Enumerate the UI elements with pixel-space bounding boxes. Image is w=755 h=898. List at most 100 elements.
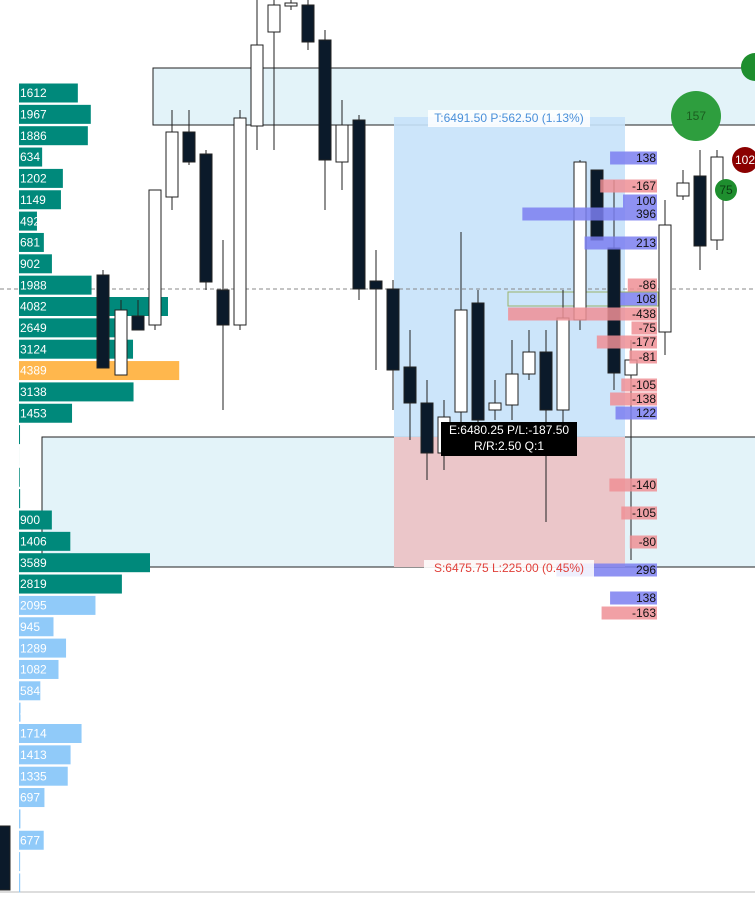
candle-body	[114, 309, 128, 376]
volume-label: 1202	[20, 172, 47, 186]
candle-body	[301, 4, 315, 43]
volume-label: 28	[20, 428, 34, 442]
candle-body	[165, 131, 179, 198]
flow-bar	[615, 406, 657, 420]
candles	[0, 0, 724, 891]
flow-label: 100	[636, 194, 656, 208]
volume-label: 634	[20, 150, 40, 164]
candle-body	[352, 119, 366, 290]
candle-body	[454, 309, 468, 413]
flow-label: 396	[636, 207, 656, 221]
flow-label: -80	[639, 535, 657, 549]
candle-body	[250, 44, 264, 127]
volume-bar	[19, 788, 45, 808]
volume-label: 31	[20, 855, 34, 869]
candle-body	[233, 117, 247, 326]
flow-bar	[623, 194, 657, 208]
flow-bar	[609, 478, 657, 492]
candle-body	[199, 153, 213, 283]
volume-bar	[19, 275, 92, 295]
flow-bar	[610, 591, 657, 605]
bubble	[715, 179, 737, 201]
volume-bar	[19, 553, 150, 573]
candle-body	[658, 224, 672, 333]
volume-label: 2649	[20, 321, 47, 335]
candle-body	[182, 131, 196, 163]
volume-profile: 1612 1967 1886 634 1202 1149 492 681 902 1988 4082…	[19, 83, 180, 893]
volume-label: 492	[20, 214, 40, 228]
volume-label: 1406	[20, 535, 47, 549]
entry-label: E:6480.25 P/L:-187.50	[449, 423, 569, 437]
trade-stop-area	[394, 437, 625, 567]
candle-body	[0, 825, 11, 891]
volume-bar	[19, 489, 21, 509]
flow-bar	[596, 335, 657, 349]
volume-bar	[19, 425, 21, 445]
volume-bar	[19, 617, 54, 637]
volume-bar	[19, 403, 73, 423]
volume-label: 39	[20, 812, 34, 826]
volume-label: 945	[20, 620, 40, 634]
flow-bar	[610, 151, 657, 165]
volume-label: 2095	[20, 599, 47, 613]
flow-bar	[621, 506, 657, 520]
volume-bar	[19, 873, 21, 893]
flow-bar	[508, 307, 657, 321]
volume-label: 681	[20, 236, 40, 250]
volume-bar	[19, 531, 71, 551]
ratio-label: R/R:2.50 Q:1	[474, 439, 544, 453]
bubble	[671, 91, 721, 141]
flow-label: -105	[632, 506, 656, 520]
volume-label: 1289	[20, 641, 47, 655]
flow-bar	[629, 350, 657, 364]
flow-label: -163	[632, 606, 656, 620]
volume-label: 900	[20, 513, 40, 527]
volume-label: 20	[20, 470, 34, 484]
volume-label: 1886	[20, 129, 47, 143]
candle-body	[556, 317, 570, 411]
volume-label: 33	[20, 876, 34, 890]
bubbles: 157 75 102	[671, 53, 755, 201]
candle-body	[267, 4, 281, 33]
volume-bar	[19, 104, 91, 124]
flow-label: -75	[639, 321, 657, 335]
volume-label: 902	[20, 257, 40, 271]
trade-labels: T:6491.50 P:562.50 (1.13%) E:6480.25 P/L…	[424, 110, 594, 577]
candle-body	[284, 2, 298, 7]
volume-bar	[19, 254, 52, 274]
bubble-label: 75	[719, 183, 733, 197]
volume-label: 1453	[20, 406, 47, 420]
candle-body	[522, 351, 536, 375]
volume-bar	[19, 382, 134, 402]
volume-bar	[19, 467, 20, 487]
flow-label: 296	[636, 563, 656, 577]
volume-label: 1149	[20, 193, 46, 207]
volume-label: 4082	[20, 300, 47, 314]
volume-label: 1988	[20, 278, 47, 292]
volume-label: 1714	[20, 727, 47, 741]
flow-label: -167	[632, 179, 656, 193]
volume-bar	[19, 766, 68, 786]
volume-bar	[19, 211, 37, 231]
candle-body	[216, 289, 230, 326]
volume-label: 3124	[20, 342, 47, 356]
candle-body	[676, 182, 690, 197]
volume-bar	[19, 510, 52, 530]
volume-bar	[19, 659, 59, 679]
candle-body	[403, 366, 417, 404]
volume-label: 31	[20, 492, 34, 506]
volume-bar	[19, 574, 122, 594]
candle-body	[96, 274, 110, 369]
flow-label: -81	[639, 350, 657, 364]
volume-bar	[19, 638, 67, 658]
flow-label: -177	[632, 335, 656, 349]
flow-label: 138	[636, 151, 656, 165]
volume-label: 1612	[20, 86, 47, 100]
volume-label: 677	[20, 833, 40, 847]
flow-label: -438	[632, 307, 656, 321]
candle-body	[488, 402, 502, 411]
volume-label: 1082	[20, 663, 47, 677]
candle-body	[693, 175, 707, 247]
candle-body	[539, 351, 553, 411]
stop-label: S:6475.75 L:225.00 (0.45%)	[434, 561, 584, 575]
